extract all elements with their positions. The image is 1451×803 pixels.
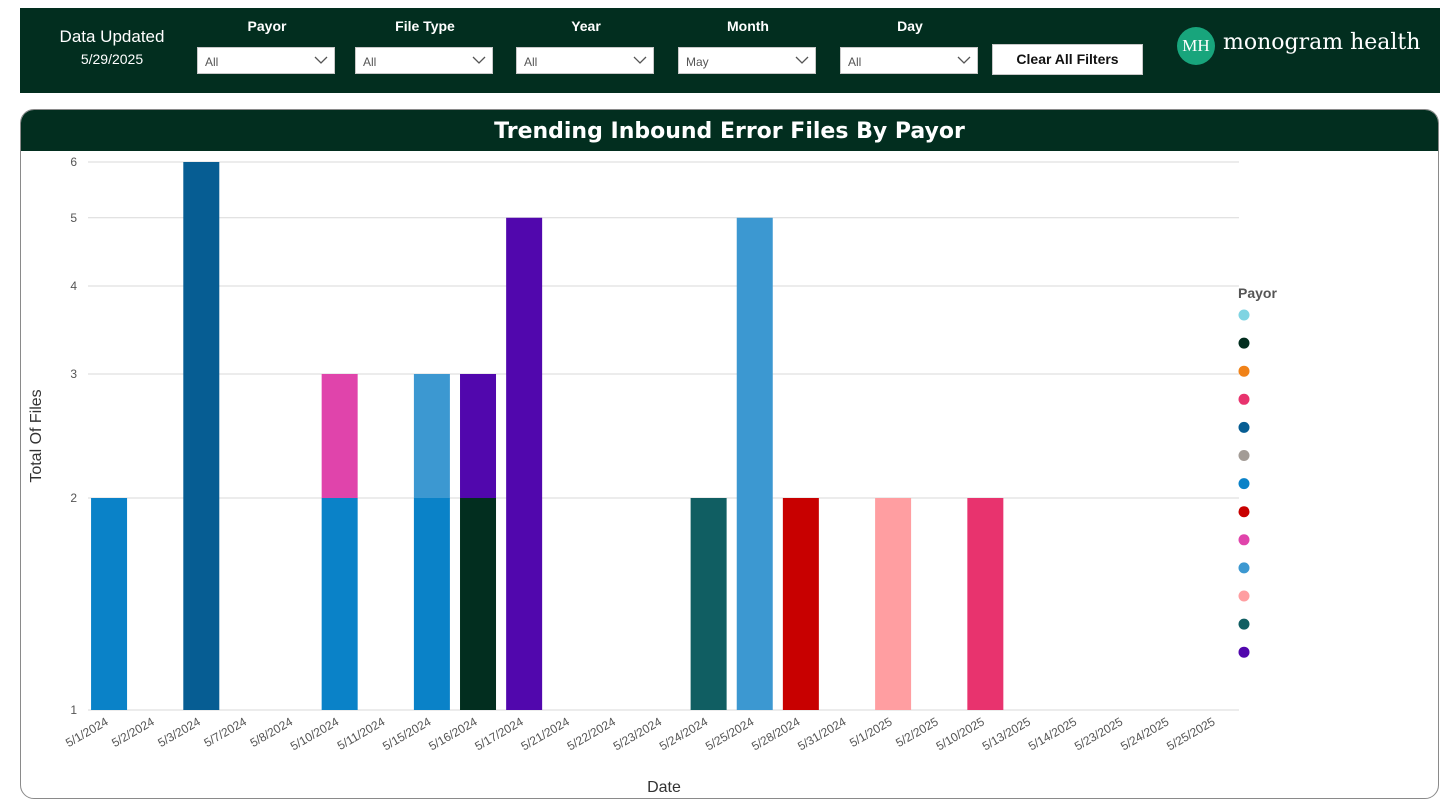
day-filter: Day All <box>840 16 980 74</box>
x-tick-label: 5/2/2025 <box>893 714 941 750</box>
year-dropdown-value: All <box>524 55 538 69</box>
x-tick-label: 5/15/2024 <box>380 714 434 753</box>
x-tick-label: 5/14/2025 <box>1026 714 1080 753</box>
y-tick-label: 5 <box>70 211 77 225</box>
bar-segment[interactable] <box>460 373 497 499</box>
x-tick-label: 5/24/2024 <box>657 714 711 753</box>
chart-title: Trending Inbound Error Files By Payor <box>21 110 1438 151</box>
chevron-down-icon <box>472 56 486 64</box>
bar-segment[interactable] <box>875 498 912 710</box>
payor-filter-label: Payor <box>247 18 287 34</box>
chevron-down-icon <box>795 56 809 64</box>
y-tick-label: 4 <box>70 279 77 293</box>
y-tick-label: 3 <box>70 367 77 381</box>
legend-swatch[interactable] <box>1238 590 1250 602</box>
month-dropdown[interactable]: May <box>678 47 816 74</box>
logo-text: monogram health <box>1223 30 1421 55</box>
payor-filter: Payor All <box>197 16 337 74</box>
x-tick-label: 5/16/2024 <box>426 714 480 753</box>
legend-swatch[interactable] <box>1238 562 1250 574</box>
legend-swatch[interactable] <box>1238 618 1250 630</box>
x-tick-label: 5/25/2024 <box>703 714 757 753</box>
top-filter-bar: Data Updated 5/29/2025 Payor All File Ty… <box>20 8 1440 93</box>
month-filter: Month May <box>678 16 818 74</box>
x-tick-label: 5/8/2024 <box>248 714 296 750</box>
day-filter-label: Day <box>897 18 923 34</box>
bar-segment[interactable] <box>183 162 220 710</box>
data-updated-block: Data Updated 5/29/2025 <box>52 26 172 70</box>
x-tick-label: 5/1/2025 <box>847 714 895 750</box>
bar-segment[interactable] <box>460 498 497 710</box>
bar-segment[interactable] <box>967 498 1004 710</box>
month-dropdown-value: May <box>686 55 709 69</box>
x-tick-label: 5/11/2024 <box>335 714 388 753</box>
x-tick-label: 5/23/2025 <box>1072 714 1126 753</box>
legend-swatch[interactable] <box>1238 534 1250 546</box>
x-tick-label: 5/1/2024 <box>63 714 111 750</box>
bar-segment[interactable] <box>782 498 819 710</box>
legend-swatch[interactable] <box>1238 478 1250 490</box>
legend-swatch[interactable] <box>1238 450 1250 461</box>
bar-segment[interactable] <box>91 498 128 710</box>
year-dropdown[interactable]: All <box>516 47 654 74</box>
chart-card: Trending Inbound Error Files By Payor 1 2… <box>20 109 1439 799</box>
day-dropdown[interactable]: All <box>840 47 978 74</box>
x-tick-label: 5/31/2024 <box>795 714 849 753</box>
bar-segment[interactable] <box>413 498 450 710</box>
x-tick-label: 5/7/2024 <box>201 714 249 750</box>
payor-dropdown-value: All <box>205 55 219 69</box>
x-tick-label: 5/2/2024 <box>109 714 157 750</box>
x-tick-label: 5/21/2024 <box>519 714 573 753</box>
x-tick-label: 5/25/2025 <box>1164 714 1218 753</box>
bar-chart: 1234565/1/20245/2/20245/3/20245/7/20245/… <box>28 155 1277 796</box>
legend-swatch[interactable] <box>1238 421 1250 433</box>
legend-swatch[interactable] <box>1238 337 1250 349</box>
bar-segment[interactable] <box>506 217 543 710</box>
x-tick-label: 5/23/2024 <box>611 714 665 753</box>
year-filter: Year All <box>516 16 656 74</box>
day-dropdown-value: All <box>848 55 862 69</box>
year-filter-label: Year <box>571 18 601 34</box>
legend-swatch[interactable] <box>1238 646 1250 658</box>
y-tick-label: 6 <box>70 155 77 169</box>
x-tick-label: 5/3/2024 <box>155 714 203 750</box>
data-updated-date: 5/29/2025 <box>80 51 144 67</box>
bar-segment[interactable] <box>321 373 358 499</box>
y-axis-title: Total Of Files <box>28 389 45 482</box>
file-type-dropdown-value: All <box>363 55 377 69</box>
logo-badge: MH <box>1177 27 1215 65</box>
x-tick-label: 5/10/2024 <box>288 714 342 753</box>
chevron-down-icon <box>633 56 647 64</box>
y-tick-label: 2 <box>70 491 77 505</box>
legend-swatch[interactable] <box>1238 365 1250 377</box>
x-tick-label: 5/10/2025 <box>934 714 988 753</box>
payor-dropdown[interactable]: All <box>197 47 335 74</box>
chevron-down-icon <box>314 56 328 64</box>
bar-segment[interactable] <box>736 217 773 710</box>
legend-title: Payor <box>1238 285 1277 301</box>
month-filter-label: Month <box>727 18 769 34</box>
file-type-filter-label: File Type <box>395 18 455 34</box>
file-type-filter: File Type All <box>355 16 495 74</box>
bar-segment[interactable] <box>321 498 358 710</box>
x-tick-label: 5/24/2025 <box>1118 714 1172 753</box>
bar-segment[interactable] <box>690 498 727 710</box>
bar-segment[interactable] <box>413 373 450 499</box>
x-tick-label: 5/17/2024 <box>472 714 526 753</box>
legend-swatch[interactable] <box>1238 309 1250 321</box>
x-tick-label: 5/22/2024 <box>565 714 619 753</box>
clear-all-filters-button[interactable]: Clear All Filters <box>992 44 1143 75</box>
chevron-down-icon <box>957 56 971 64</box>
y-tick-label: 1 <box>70 703 77 717</box>
data-updated-label: Data Updated <box>59 27 165 46</box>
x-axis-title: Date <box>647 779 681 796</box>
legend-swatch[interactable] <box>1238 393 1250 405</box>
x-tick-label: 5/13/2025 <box>980 714 1034 753</box>
legend-swatch[interactable] <box>1238 506 1250 518</box>
file-type-dropdown[interactable]: All <box>355 47 493 74</box>
x-tick-label: 5/28/2024 <box>749 714 803 753</box>
